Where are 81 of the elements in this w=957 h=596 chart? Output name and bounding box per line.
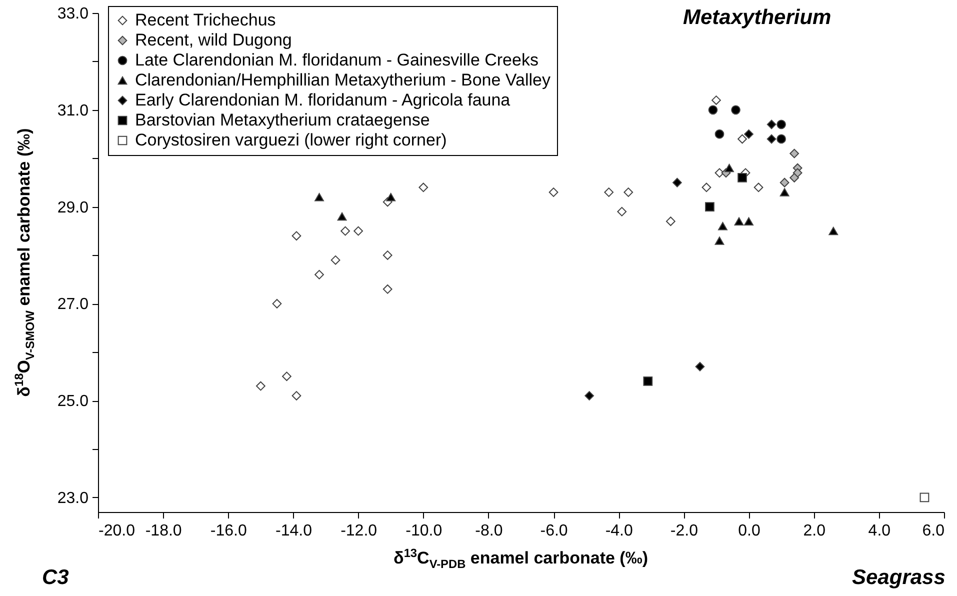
- point: [712, 96, 721, 105]
- point: [920, 492, 930, 502]
- point: [718, 222, 728, 230]
- x-tick-label: 0.0: [738, 522, 760, 540]
- x-tick-label: 4.0: [868, 522, 891, 540]
- point: [354, 226, 363, 236]
- point: [738, 134, 747, 144]
- point: [314, 270, 324, 280]
- x-tick-label: -8.0: [475, 522, 503, 540]
- y-tick-label: 33.0: [57, 6, 89, 22]
- point: [705, 202, 714, 212]
- y-tick-label: 23.0: [57, 490, 89, 507]
- text: C3: [42, 566, 69, 590]
- point: [604, 188, 614, 197]
- point: [828, 226, 838, 236]
- point: [766, 134, 776, 144]
- point: [643, 376, 653, 386]
- point: [714, 236, 724, 245]
- x-tick-label: -4.0: [605, 522, 633, 540]
- legend-label: Late Clarendonian M. floridanum - Gainesville Creeks: [135, 50, 538, 70]
- point: [672, 178, 682, 188]
- x-tick-label: 2.0: [803, 522, 826, 540]
- point: [617, 206, 627, 216]
- legend-label: Recent, wild Dugong: [135, 30, 292, 50]
- point: [734, 217, 744, 226]
- point: [714, 168, 724, 178]
- point: [780, 188, 790, 196]
- point: [780, 178, 790, 188]
- legend-label: Clarendonian/Hemphillian Metaxytherium - Bone Valley: [135, 70, 551, 90]
- point: [382, 250, 392, 260]
- y-tick-label: 29.0: [57, 199, 89, 216]
- point: [314, 192, 324, 202]
- x-tick-label: -16.0: [210, 522, 247, 540]
- point: [776, 134, 786, 144]
- point: [418, 182, 428, 192]
- x-tick-label: -12.0: [340, 522, 378, 540]
- x-tick-label: -20.0: [98, 522, 136, 540]
- legend-label: Barstovian Metaxytherium crataegense: [135, 110, 430, 130]
- point: [292, 231, 302, 241]
- x-tick-label: -2.0: [670, 522, 698, 540]
- point: [776, 120, 786, 130]
- y-tick-label: 31.0: [57, 102, 89, 120]
- point: [584, 391, 594, 400]
- point: [702, 182, 712, 192]
- point: [624, 188, 634, 197]
- legend-label: Early Clarendonian M. floridanum - Agricola fauna: [135, 90, 511, 110]
- point: [337, 212, 347, 221]
- point: [666, 216, 676, 226]
- point: [340, 226, 350, 236]
- point: [744, 129, 754, 139]
- x-tick-label: -18.0: [145, 522, 182, 540]
- x-tick-label: -10.0: [406, 522, 442, 540]
- point: [731, 105, 740, 115]
- x-tick-label: 6.0: [922, 522, 945, 540]
- point: [256, 381, 266, 391]
- point: [382, 284, 392, 294]
- point: [738, 173, 747, 182]
- point: [708, 105, 718, 115]
- x-tick-label: -14.0: [275, 522, 312, 540]
- point: [330, 255, 340, 265]
- point: [272, 298, 282, 308]
- point: [790, 148, 800, 158]
- point: [695, 362, 705, 372]
- text: Seagrass: [852, 566, 946, 590]
- point: [790, 173, 800, 182]
- point: [548, 188, 558, 197]
- point: [754, 182, 764, 192]
- point: [282, 372, 292, 382]
- x-axis-title: δ$^{13}$C$_{V-PDB}$ enamel carbonate (‰): [394, 546, 648, 572]
- y-tick-label: 25.0: [57, 393, 89, 410]
- y-tick-label: 27.0: [57, 296, 89, 314]
- legend-label: Recent Trichechus: [135, 10, 276, 30]
- x-tick-label: -6.0: [540, 522, 568, 540]
- legend-label: Corystosiren varguezi (lower right corner): [135, 130, 447, 150]
- point: [766, 120, 776, 130]
- point: [744, 217, 754, 226]
- point: [386, 192, 396, 202]
- point: [714, 129, 724, 139]
- point: [724, 164, 734, 172]
- annotation: Metaxytherium: [683, 6, 832, 30]
- point: [292, 391, 302, 400]
